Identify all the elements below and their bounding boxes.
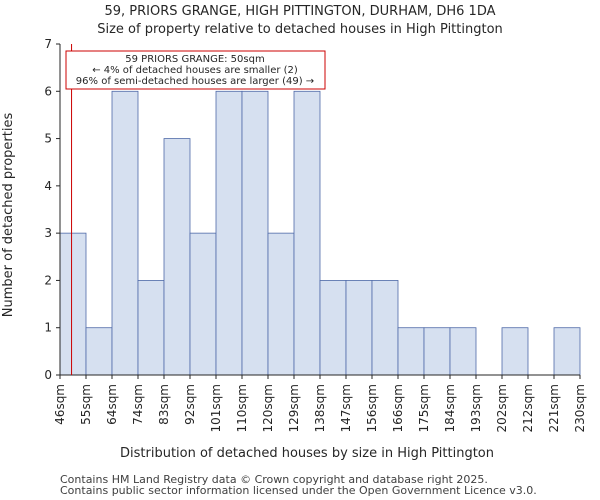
x-tick-label: 202sqm bbox=[495, 384, 509, 432]
x-tick-label: 120sqm bbox=[261, 384, 275, 432]
histogram-bar bbox=[553, 327, 581, 376]
histogram-bar bbox=[267, 232, 295, 376]
histogram-bar bbox=[319, 280, 347, 376]
histogram-bar bbox=[293, 90, 321, 376]
histogram-bar bbox=[215, 90, 243, 376]
annotation-line-2: ← 4% of detached houses are smaller (2) bbox=[92, 65, 298, 76]
chart-title: 59, PRIORS GRANGE, HIGH PITTINGTON, DURH… bbox=[104, 4, 495, 19]
histogram-bar bbox=[241, 90, 269, 376]
bars-group bbox=[59, 90, 581, 376]
y-tick-label: 5 bbox=[44, 132, 52, 146]
x-tick-label: 212sqm bbox=[521, 384, 535, 432]
x-tick-label: 46sqm bbox=[53, 384, 67, 425]
x-tick-label: 83sqm bbox=[157, 384, 171, 425]
histogram-bar bbox=[163, 138, 191, 376]
histogram-bar bbox=[189, 232, 217, 376]
x-tick-label: 184sqm bbox=[443, 384, 457, 432]
footer-line-1: Contains HM Land Registry data © Crown c… bbox=[60, 473, 488, 486]
y-tick-label: 2 bbox=[44, 273, 52, 287]
x-tick-label: 175sqm bbox=[417, 384, 431, 432]
y-axis-ticks: 0 1 2 3 4 5 6 7 bbox=[44, 37, 60, 382]
histogram-bar bbox=[85, 327, 113, 376]
y-tick-label: 4 bbox=[44, 179, 52, 193]
histogram-bar bbox=[371, 280, 399, 376]
x-tick-label: 147sqm bbox=[339, 384, 353, 432]
x-tick-label: 74sqm bbox=[131, 384, 145, 425]
x-tick-label: 92sqm bbox=[183, 384, 197, 425]
histogram-bar bbox=[137, 280, 165, 376]
x-axis-ticks: 46sqm 55sqm 64sqm 74sqm 83sqm 92sqm 101sqm 110s… bbox=[53, 375, 587, 432]
histogram-bar bbox=[111, 90, 139, 376]
annotation-line-1: 59 PRIORS GRANGE: 50sqm bbox=[125, 54, 264, 65]
annotation-line-3: 96% of semi-detached houses are larger (… bbox=[76, 76, 314, 87]
chart-subtitle: Size of property relative to detached ho… bbox=[97, 22, 503, 37]
y-tick-label: 6 bbox=[44, 84, 52, 98]
footer-line-2: Contains public sector information licen… bbox=[60, 484, 537, 497]
x-axis-label: Distribution of detached houses by size … bbox=[120, 446, 494, 461]
x-tick-label: 101sqm bbox=[209, 384, 223, 432]
histogram-bar bbox=[345, 280, 373, 376]
y-tick-label: 1 bbox=[44, 321, 52, 335]
x-tick-label: 193sqm bbox=[469, 384, 483, 432]
x-tick-label: 230sqm bbox=[573, 384, 587, 432]
x-tick-label: 156sqm bbox=[365, 384, 379, 432]
histogram-bar bbox=[397, 327, 425, 376]
x-tick-label: 110sqm bbox=[235, 384, 249, 432]
histogram-bar bbox=[501, 327, 529, 376]
x-tick-label: 221sqm bbox=[547, 384, 561, 432]
histogram-bar bbox=[59, 232, 87, 376]
x-tick-label: 138sqm bbox=[313, 384, 327, 432]
y-tick-label: 0 bbox=[44, 368, 52, 382]
x-tick-label: 64sqm bbox=[105, 384, 119, 425]
y-axis-label: Number of detached properties bbox=[1, 113, 16, 318]
x-tick-label: 55sqm bbox=[79, 384, 93, 425]
histogram-bar bbox=[423, 327, 451, 376]
y-tick-label: 7 bbox=[44, 37, 52, 51]
y-tick-label: 3 bbox=[44, 226, 52, 240]
x-tick-label: 129sqm bbox=[287, 384, 301, 432]
histogram-bar bbox=[449, 327, 477, 376]
annotation-box: 59 PRIORS GRANGE: 50sqm ← 4% of detached… bbox=[65, 50, 326, 90]
x-tick-label: 166sqm bbox=[391, 384, 405, 432]
